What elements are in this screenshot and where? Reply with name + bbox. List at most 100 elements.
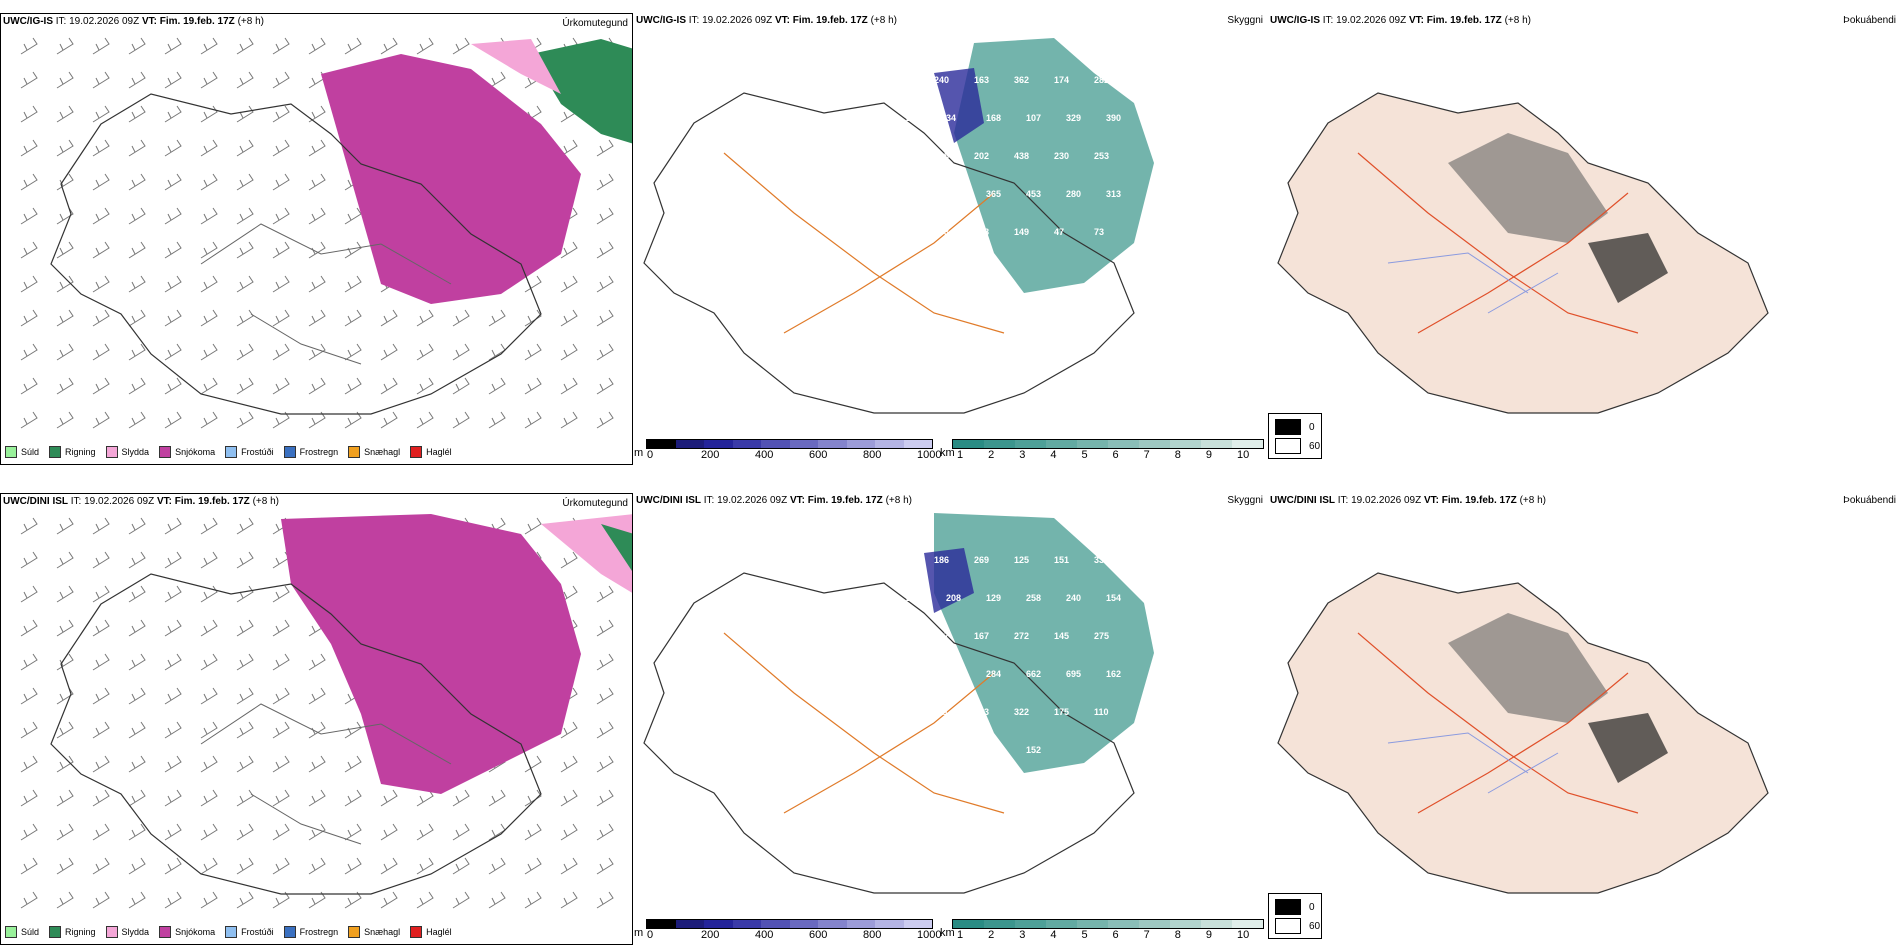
ceiling-value-label: 284 xyxy=(986,669,1001,679)
colorbar-tick: 10 xyxy=(1237,449,1250,461)
wind-barb xyxy=(20,105,38,123)
ceiling-value-label: 139 xyxy=(894,707,909,717)
panel-title: Skyggni xyxy=(1227,15,1263,26)
ceiling-value-label: 272 xyxy=(1014,631,1029,641)
wind-barb xyxy=(380,857,398,875)
wind-barb xyxy=(56,687,74,705)
panel-title: Skyggni xyxy=(1227,495,1263,506)
wind-barb xyxy=(128,37,146,55)
wind-barb xyxy=(56,207,74,225)
road-network xyxy=(1357,632,1639,814)
ceiling-value-label: 47 xyxy=(986,745,996,755)
wind-barb xyxy=(272,173,290,191)
wind-barb xyxy=(488,71,506,89)
wind-barb xyxy=(92,517,110,535)
colorbar-tick: 4 xyxy=(1050,449,1057,461)
iceland-precip-map xyxy=(20,514,632,909)
ceiling-value-label: 167 xyxy=(974,631,989,641)
colorbar-tick: 9 xyxy=(1205,449,1212,461)
panel-header: UWC/DINI ISL IT: 19.02.2026 09Z VT: Fim.… xyxy=(1270,495,1546,506)
legend-swatch xyxy=(105,926,118,938)
wind-barb xyxy=(128,71,146,89)
colorbar-tick: 10 xyxy=(1237,929,1250,941)
wind-barb xyxy=(20,411,38,429)
ceiling-value-label: 290 xyxy=(906,113,921,123)
wind-barb xyxy=(524,309,542,327)
wind-barb xyxy=(128,619,146,637)
wind-barb xyxy=(92,789,110,807)
legend-item: Slydda xyxy=(105,446,149,458)
wind-barb xyxy=(560,721,578,739)
ceiling-value-label: 365 xyxy=(986,189,1001,199)
wind-barb xyxy=(308,207,326,225)
legend-item: Snæhagl xyxy=(348,926,400,938)
wind-barb xyxy=(92,755,110,773)
legend-item: Frostregn xyxy=(283,926,338,938)
colorbar-tick: 1000 xyxy=(917,449,942,461)
wind-barb xyxy=(344,37,362,55)
low-ceiling-area xyxy=(934,68,984,143)
legend-label: Rigning xyxy=(65,927,96,937)
road-network xyxy=(723,152,1005,334)
wind-barb xyxy=(524,377,542,395)
iceland-coastline xyxy=(50,573,542,895)
wind-barb xyxy=(452,823,470,841)
wind-barb xyxy=(272,71,290,89)
wind-barb xyxy=(128,309,146,327)
wind-barb xyxy=(200,241,218,259)
panel-title: Þokuábendi xyxy=(1843,15,1896,26)
panel-header: UWC/IG-IS IT: 19.02.2026 09Z VT: Fim. 19… xyxy=(636,15,897,26)
ceiling-value-label: 292 xyxy=(946,669,961,679)
wind-barb xyxy=(596,585,614,603)
ceiling-value-label: 662 xyxy=(1026,669,1041,679)
wind-barb xyxy=(164,891,182,909)
ceiling-value-label: 202 xyxy=(974,151,989,161)
wind-barb xyxy=(200,687,218,705)
wind-barb xyxy=(56,139,74,157)
wind-barb xyxy=(20,551,38,569)
wind-barb xyxy=(200,105,218,123)
wind-barb xyxy=(596,789,614,807)
wind-barb xyxy=(488,411,506,429)
wind-barb xyxy=(272,687,290,705)
wind-barb xyxy=(308,823,326,841)
ceiling-value-label: 606 xyxy=(946,745,961,755)
wind-barb xyxy=(524,517,542,535)
colorbar-tick: 400 xyxy=(755,929,774,941)
wind-barb xyxy=(92,585,110,603)
wind-barb xyxy=(56,173,74,191)
wind-barb xyxy=(272,309,290,327)
wind-barb xyxy=(92,891,110,909)
ceiling-value-label: 145 xyxy=(1054,631,1069,641)
wind-barb xyxy=(236,71,254,89)
wind-barb xyxy=(344,275,362,293)
wind-barb xyxy=(560,377,578,395)
wind-barb xyxy=(164,755,182,773)
wind-barb xyxy=(308,37,326,55)
wind-barb xyxy=(560,891,578,909)
wind-barb xyxy=(560,789,578,807)
legend-label: Haglél xyxy=(426,927,452,937)
wind-barb xyxy=(20,585,38,603)
wind-barb xyxy=(344,823,362,841)
colorbar-tick: 7 xyxy=(1143,929,1150,941)
colorbar-tick: 2 xyxy=(988,449,995,461)
panel-visibility-top: UWC/IG-IS IT: 19.02.2026 09Z VT: Fim. 19… xyxy=(634,13,1267,465)
wind-barb xyxy=(380,411,398,429)
wind-barb xyxy=(308,377,326,395)
wind-barb xyxy=(452,789,470,807)
ceiling-colorbar: m 0 200 400 600 800 1000 xyxy=(634,439,941,463)
wind-barb xyxy=(20,517,38,535)
wind-barb xyxy=(200,343,218,361)
ceiling-value-label: 73 xyxy=(1094,227,1104,237)
wind-barb xyxy=(272,789,290,807)
wind-barb xyxy=(596,619,614,637)
wind-barb xyxy=(200,857,218,875)
wind-barb xyxy=(200,823,218,841)
legend-swatch xyxy=(159,926,172,938)
wind-barb xyxy=(524,789,542,807)
wind-barb xyxy=(56,343,74,361)
wind-barb xyxy=(128,891,146,909)
wind-barb xyxy=(236,619,254,637)
legend-item: Frostúði xyxy=(225,926,274,938)
